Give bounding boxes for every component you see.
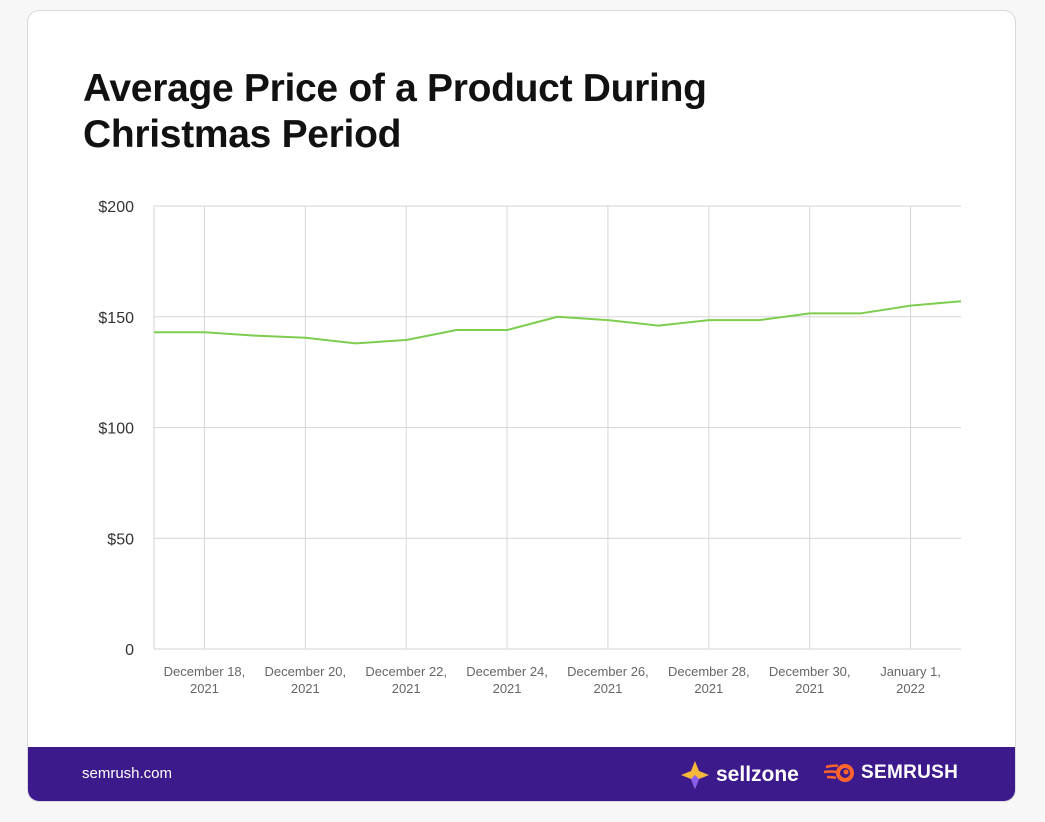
chart-card: Average Price of a Product During Christ… bbox=[27, 10, 1016, 802]
line-chart: $200 $150 $100 $50 0 December 18, 2021 December… bbox=[98, 199, 962, 696]
x-tick-label-year: 2021 bbox=[795, 681, 824, 696]
sellzone-wordmark: sellzone bbox=[716, 763, 799, 786]
price-line bbox=[154, 300, 962, 345]
x-tick-label: December 22, bbox=[365, 664, 447, 679]
x-tick-label: December 26, bbox=[567, 664, 649, 679]
semrush-flame-icon bbox=[824, 764, 854, 782]
y-tick-label: $50 bbox=[107, 531, 134, 548]
footer: semrush.com sellzone SEMRUSH bbox=[28, 747, 1015, 801]
x-tick-label-year: 2021 bbox=[593, 681, 622, 696]
chart-title: Average Price of a Product During Christ… bbox=[83, 67, 707, 156]
x-tick-label: December 18, bbox=[164, 664, 246, 679]
x-tick-label-year: 2021 bbox=[694, 681, 723, 696]
x-tick-label: January 1, bbox=[880, 664, 941, 679]
x-tick-label-year: 2021 bbox=[392, 681, 421, 696]
x-tick-label-year: 2021 bbox=[291, 681, 320, 696]
semrush-logo: SEMRUSH bbox=[824, 762, 958, 784]
x-tick-label: December 24, bbox=[466, 664, 548, 679]
y-tick-label: $200 bbox=[98, 199, 134, 216]
x-tick-label: December 30, bbox=[769, 664, 851, 679]
site-url[interactable]: semrush.com bbox=[82, 765, 173, 782]
y-tick-label: 0 bbox=[125, 642, 134, 659]
semrush-wordmark: SEMRUSH bbox=[861, 762, 959, 783]
x-tick-label-year: 2021 bbox=[190, 681, 219, 696]
x-tick-label-year: 2022 bbox=[896, 681, 925, 696]
x-tick-label: December 20, bbox=[264, 664, 346, 679]
x-tick-label-year: 2021 bbox=[493, 681, 522, 696]
y-tick-label: $100 bbox=[98, 421, 134, 438]
sellzone-logo: sellzone bbox=[680, 760, 799, 790]
sellzone-star-icon bbox=[681, 761, 709, 789]
y-tick-label: $150 bbox=[98, 310, 134, 327]
x-tick-label: December 28, bbox=[668, 664, 750, 679]
